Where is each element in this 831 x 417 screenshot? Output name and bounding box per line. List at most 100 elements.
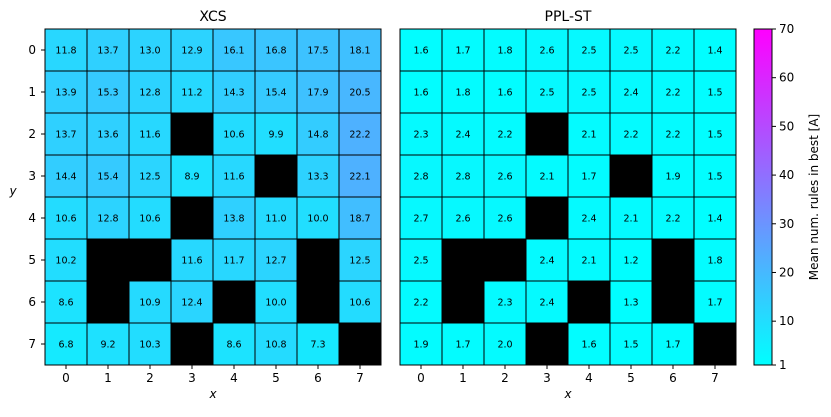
- cell-value-label: 1.7: [665, 340, 680, 351]
- cell-value-label: 22.1: [349, 172, 370, 183]
- heatmap-cell: [338, 196, 382, 240]
- cell-value-label: 14.8: [307, 130, 328, 141]
- cell-value-label: 2.7: [413, 214, 428, 225]
- heatmap-ppl-st: PPL-ST 1.6 1.7 1.8 2.6 2.5 2.5 2.2 1.4 1.6 1.8 1.6 2…: [399, 9, 737, 401]
- cell-value-label: 10.0: [265, 298, 286, 309]
- chart-title: PPL-ST: [545, 9, 592, 25]
- blocked-cell: [170, 322, 214, 366]
- y-tick-label: 7: [28, 337, 36, 351]
- cell-value-label: 2.8: [413, 172, 428, 183]
- y-axis-label: y: [8, 184, 17, 198]
- heatmap-cell: [128, 322, 172, 366]
- x-axis-label: x: [208, 387, 217, 401]
- cell-value-label: 10.2: [55, 256, 76, 267]
- cell-value-label: 8.9: [184, 172, 199, 183]
- heatmap-cell: [567, 70, 611, 114]
- heatmap-cell: [609, 280, 653, 324]
- blocked-cell: [338, 322, 382, 366]
- colorbar-tick-label: 20: [779, 265, 794, 279]
- y-tick-label: 4: [28, 211, 36, 225]
- heatmap-cell: [525, 28, 569, 72]
- y-tick-label: 5: [28, 253, 36, 267]
- heatmap-cell: [338, 70, 382, 114]
- cell-value-label: 1.5: [623, 340, 638, 351]
- blocked-cell: [525, 112, 569, 156]
- heatmap-cell: [338, 280, 382, 324]
- cell-value-label: 7.3: [310, 340, 325, 351]
- heatmap-cell: [212, 154, 256, 198]
- cell-value-label: 1.8: [455, 88, 470, 99]
- cell-value-label: 13.7: [97, 46, 118, 57]
- cell-value-label: 11.0: [265, 214, 286, 225]
- cell-value-label: 2.6: [497, 214, 512, 225]
- cell-value-label: 1.4: [707, 46, 722, 57]
- heatmap-cell: [254, 70, 298, 114]
- heatmap-cell: [525, 280, 569, 324]
- cell-value-label: 2.0: [497, 340, 512, 351]
- cell-value-label: 13.8: [223, 214, 244, 225]
- heatmap-cell: [44, 322, 88, 366]
- blocked-cell: [86, 280, 130, 324]
- heatmap-cell: [44, 196, 88, 240]
- cell-value-label: 1.3: [623, 298, 638, 309]
- cell-value-label: 10.9: [139, 298, 160, 309]
- cell-value-label: 2.5: [413, 256, 428, 267]
- x-tick-label: 3: [543, 371, 551, 385]
- heatmap-cell: [567, 238, 611, 282]
- cell-value-label: 1.6: [413, 46, 428, 57]
- y-tick-label: 3: [28, 169, 36, 183]
- cell-value-label: 2.3: [497, 298, 512, 309]
- heatmap-cell: [441, 112, 485, 156]
- heatmap-cell: [567, 112, 611, 156]
- cell-value-label: 9.9: [268, 130, 283, 141]
- heatmap-cell: [651, 322, 695, 366]
- cell-value-label: 1.6: [413, 88, 428, 99]
- blocked-cell: [254, 154, 298, 198]
- colorbar-tick-label: 70: [779, 22, 794, 36]
- cell-value-label: 14.3: [223, 88, 244, 99]
- cell-value-label: 11.6: [223, 172, 244, 183]
- colorbar-label: Mean num. rules in best [A]: [807, 114, 821, 280]
- cell-value-label: 22.2: [349, 130, 370, 141]
- cell-value-label: 10.6: [223, 130, 244, 141]
- heatmap-cell: [651, 112, 695, 156]
- cell-value-label: 12.5: [349, 256, 370, 267]
- cell-value-label: 2.4: [581, 214, 596, 225]
- cell-value-label: 11.7: [223, 256, 244, 267]
- cell-value-label: 17.5: [307, 46, 328, 57]
- cell-value-label: 2.5: [581, 46, 596, 57]
- cell-value-label: 1.5: [707, 130, 722, 141]
- plot-frame: [399, 28, 737, 366]
- blocked-cell: [212, 280, 256, 324]
- heatmap-cell: [399, 70, 443, 114]
- blocked-cell: [525, 322, 569, 366]
- blocked-cell: [483, 238, 527, 282]
- plot-frame: [44, 28, 382, 366]
- x-tick-label: 0: [62, 371, 70, 385]
- cell-value-label: 2.5: [581, 88, 596, 99]
- heatmap-cell: [567, 154, 611, 198]
- cell-value-label: 18.1: [349, 46, 370, 57]
- heatmap-cell: [693, 154, 737, 198]
- heatmap-cell: [338, 238, 382, 282]
- colorbar-tick-label: 10: [779, 314, 794, 328]
- cell-value-label: 2.2: [497, 130, 512, 141]
- cell-value-label: 12.9: [181, 46, 202, 57]
- heatmap-cell: [693, 238, 737, 282]
- cell-value-label: 2.8: [455, 172, 470, 183]
- cell-value-label: 2.5: [539, 88, 554, 99]
- heatmap-cell: [296, 322, 340, 366]
- cell-value-label: 1.2: [623, 256, 638, 267]
- heatmap-cell: [212, 322, 256, 366]
- cell-value-label: 1.5: [707, 88, 722, 99]
- cell-value-label: 1.7: [455, 340, 470, 351]
- colorbar: 1 10 20 30 40 50 60 70 Mean num. rules in best […: [753, 22, 821, 372]
- heatmap-cell: [609, 112, 653, 156]
- colorbar-tick-label: 40: [779, 168, 794, 182]
- colorbar-tick-label: 1: [779, 358, 787, 372]
- cell-value-label: 1.9: [665, 172, 680, 183]
- cell-value-label: 13.0: [139, 46, 160, 57]
- cell-value-label: 2.4: [623, 88, 638, 99]
